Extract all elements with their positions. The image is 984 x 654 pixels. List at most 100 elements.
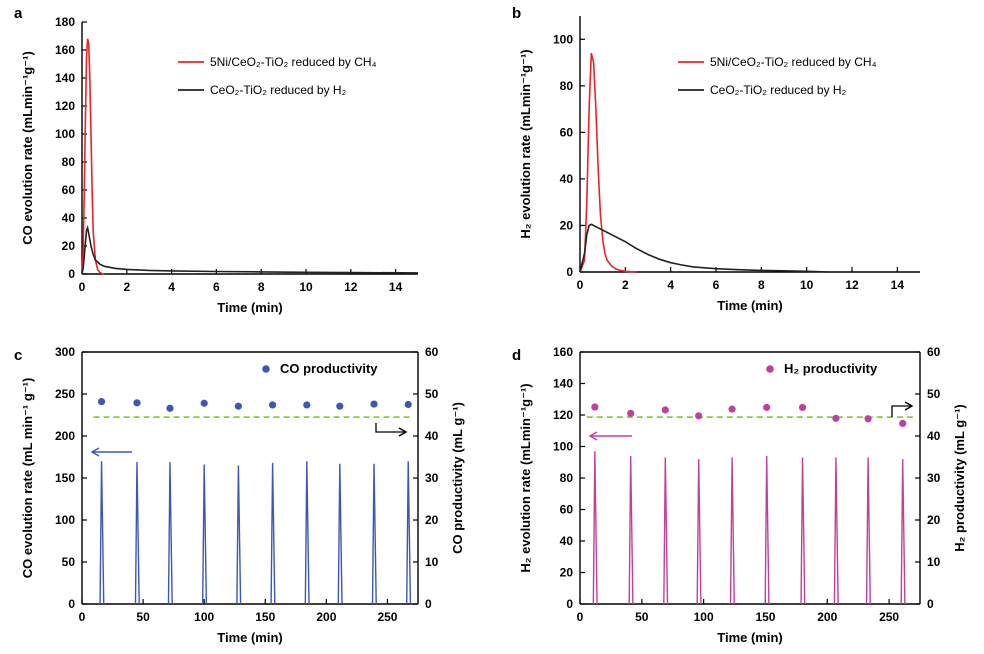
y-tick-label: 160 xyxy=(55,43,75,57)
evolution-peak xyxy=(270,462,276,605)
y2-tick-label: 30 xyxy=(425,471,439,485)
legend-marker xyxy=(262,365,270,373)
right-axis-arrow xyxy=(891,405,912,417)
x-axis-label: Time (min) xyxy=(717,298,783,313)
evolution-peak xyxy=(628,455,634,605)
y-tick-label: 20 xyxy=(560,566,574,580)
x-tick-label: 10 xyxy=(299,280,313,294)
y2-axis-label: CO productivity (mL g⁻¹) xyxy=(450,402,465,554)
productivity-point xyxy=(591,403,599,411)
x-tick-label: 4 xyxy=(168,280,175,294)
x-tick-label: 150 xyxy=(755,610,775,624)
evolution-peak xyxy=(304,461,310,605)
y-axis-label: H₂ evolution rate (mLmin⁻¹g⁻¹) xyxy=(518,383,533,572)
y-tick-label: 100 xyxy=(55,127,75,141)
y2-tick-label: 0 xyxy=(927,597,934,611)
productivity-point xyxy=(303,401,311,409)
y-tick-label: 160 xyxy=(553,345,573,359)
legend-label: 5Ni/CeO₂-TiO₂ reduced by CH₄ xyxy=(710,55,877,69)
y-tick-label: 250 xyxy=(55,387,75,401)
arrow-head xyxy=(90,447,100,457)
y-axis-label: CO evolution rate (mL min⁻¹ g⁻¹) xyxy=(20,378,35,579)
y-tick-label: 140 xyxy=(55,71,75,85)
legend-label: CeO₂-TiO₂ reduced by H₂ xyxy=(710,83,847,97)
y2-tick-label: 50 xyxy=(927,387,941,401)
x-tick-label: 250 xyxy=(377,610,397,624)
productivity-point xyxy=(200,399,208,407)
panel-letter: c xyxy=(14,347,22,364)
x-tick-label: 0 xyxy=(577,610,584,624)
evolution-peak xyxy=(99,461,105,605)
y-tick-label: 50 xyxy=(62,555,76,569)
y-axis-label: CO evolution rate (mLmin⁻¹g⁻¹) xyxy=(20,51,35,245)
y2-tick-label: 50 xyxy=(425,387,439,401)
y2-tick-label: 40 xyxy=(425,429,439,443)
y2-tick-label: 0 xyxy=(425,597,432,611)
panel-letter: d xyxy=(512,347,521,364)
productivity-point xyxy=(133,399,141,407)
legend-label: CO productivity xyxy=(280,361,378,376)
x-tick-label: 10 xyxy=(800,278,814,292)
panel-letter: b xyxy=(512,5,521,22)
y2-axis-label: H₂ productivity (mL g⁻¹) xyxy=(952,404,967,551)
productivity-point xyxy=(166,404,174,412)
y-tick-label: 200 xyxy=(55,429,75,443)
x-tick-label: 2 xyxy=(123,280,130,294)
panel-a: a0 2 4 6 8 10 12 14020406080100120140160180Time… xyxy=(14,5,419,315)
y-tick-label: 80 xyxy=(560,471,574,485)
productivity-point xyxy=(899,419,907,427)
x-tick-label: 0 xyxy=(577,278,584,292)
evolution-peak xyxy=(371,463,377,605)
legend-label: H₂ productivity xyxy=(784,361,878,376)
series-line xyxy=(579,223,830,273)
x-tick-label: 100 xyxy=(194,610,214,624)
y-tick-label: 100 xyxy=(553,440,573,454)
y-tick-label: 300 xyxy=(55,345,75,359)
y-tick-label: 20 xyxy=(560,218,574,232)
productivity-point xyxy=(728,405,736,413)
y2-tick-label: 30 xyxy=(927,471,941,485)
productivity-point xyxy=(97,397,106,406)
x-tick-label: 12 xyxy=(344,280,358,294)
y-tick-label: 40 xyxy=(62,211,76,225)
y-tick-label: 40 xyxy=(560,534,574,548)
y-tick-label: 0 xyxy=(566,597,573,611)
y-tick-label: 120 xyxy=(553,408,573,422)
y-tick-label: 20 xyxy=(62,239,76,253)
x-tick-label: 200 xyxy=(817,610,837,624)
productivity-point xyxy=(404,400,412,409)
y-tick-label: 80 xyxy=(560,79,574,93)
y-tick-label: 0 xyxy=(68,597,75,611)
right-axis-arrow xyxy=(375,423,406,433)
evolution-peak xyxy=(167,462,173,605)
x-tick-label: 0 xyxy=(79,610,86,624)
x-tick-label: 6 xyxy=(213,280,220,294)
x-tick-label: 8 xyxy=(258,280,265,294)
x-tick-label: 150 xyxy=(255,610,275,624)
evolution-peak xyxy=(865,457,871,605)
legend-label: 5Ni/CeO₂-TiO₂ reduced by CH₄ xyxy=(210,55,377,69)
x-tick-label: 4 xyxy=(667,278,674,292)
x-axis-label: Time (min) xyxy=(217,630,283,645)
x-tick-label: 2 xyxy=(622,278,629,292)
productivity-point xyxy=(234,402,242,410)
y-tick-label: 100 xyxy=(55,513,75,527)
productivity-point xyxy=(798,403,807,412)
arrow-head xyxy=(904,401,914,411)
y-tick-label: 0 xyxy=(566,265,573,279)
x-tick-label: 8 xyxy=(758,278,765,292)
panel-b: b 0 2 4 6 8 10 12 14 0 20 40 60 80 100 Time (min) H₂ evo… xyxy=(512,5,920,313)
productivity-point xyxy=(269,401,277,409)
y-tick-label: 80 xyxy=(62,155,76,169)
x-axis-label: Time (min) xyxy=(717,630,783,645)
evolution-peak xyxy=(663,457,669,605)
evolution-peak xyxy=(337,463,343,605)
arrow-head xyxy=(398,427,408,437)
y-tick-label: 140 xyxy=(553,377,573,391)
y2-tick-label: 60 xyxy=(927,345,941,359)
productivity-point xyxy=(832,414,840,422)
y-tick-label: 60 xyxy=(560,125,574,139)
evolution-peak xyxy=(696,459,702,605)
